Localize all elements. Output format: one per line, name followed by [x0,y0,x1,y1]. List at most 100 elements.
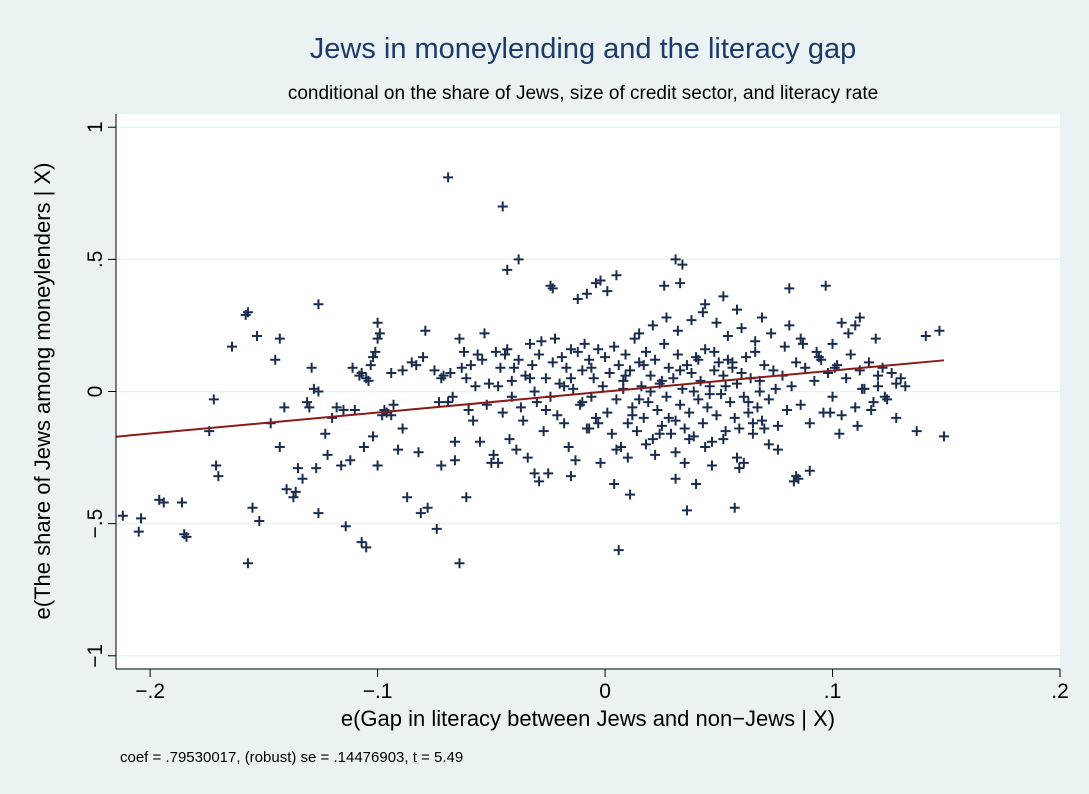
data-point-251 [641,439,652,450]
data-point-208 [741,352,752,363]
chart-title: Jews in moneylending and the literacy ga… [310,33,857,65]
data-point-247 [900,381,911,392]
y-tick-label-0: −1 [84,644,107,668]
data-point-213 [752,402,763,413]
data-point-361 [559,381,570,392]
data-point-278 [827,338,838,349]
data-point-350 [834,428,845,439]
data-point-113 [524,338,535,349]
data-point-70 [418,352,429,363]
data-point-159 [629,333,640,344]
data-point-218 [768,365,779,376]
data-point-264 [634,328,645,339]
data-point-148 [604,368,615,378]
data-point-97 [488,449,499,460]
data-point-271 [722,331,733,341]
data-point-95 [484,378,495,389]
data-point-88 [468,415,479,426]
data-point-93 [479,328,490,339]
data-point-17 [254,516,265,526]
data-point-63 [388,399,399,410]
data-point-15 [247,502,258,513]
data-point-72 [422,502,433,513]
data-point-234 [841,373,852,384]
data-point-114 [527,360,538,371]
data-point-367 [770,383,781,394]
data-point-8 [208,394,219,405]
data-point-221 [782,405,793,415]
data-point-322 [759,423,770,434]
data-point-37 [322,449,333,460]
data-point-323 [772,444,783,455]
data-point-80 [447,391,458,402]
data-point-89 [470,381,481,392]
data-point-283 [870,333,881,344]
data-point-174 [663,362,674,373]
data-point-49 [365,360,376,371]
data-point-99 [493,381,504,392]
data-point-143 [593,344,604,355]
data-point-136 [577,365,588,376]
data-point-134 [572,346,583,357]
data-point-74 [431,523,442,534]
data-point-305 [513,254,524,265]
data-point-73 [429,365,440,376]
data-point-366 [754,386,765,397]
data-point-279 [843,328,854,339]
data-point-354 [688,386,699,397]
data-point-340 [449,455,460,466]
data-point-121 [543,468,554,479]
data-point-173 [661,391,672,402]
data-point-103 [502,344,513,355]
data-point-267 [672,325,683,336]
data-point-205 [734,423,745,434]
data-point-94 [481,399,492,410]
data-point-314 [934,325,945,336]
data-point-261 [650,449,661,460]
data-point-124 [550,333,561,344]
data-point-123 [547,357,558,368]
data-point-336 [529,468,540,479]
data-point-333 [584,423,595,434]
data-point-206 [736,368,747,378]
data-point-188 [695,375,706,386]
data-point-165 [643,397,654,408]
data-point-274 [766,328,777,339]
data-point-137 [579,338,590,349]
data-point-222 [786,381,797,392]
data-point-40 [340,521,351,532]
data-point-27 [292,463,303,474]
chart-subtitle: conditional on the share of Jews, size o… [288,83,878,104]
data-point-348 [804,465,815,476]
data-point-119 [538,426,549,437]
data-point-346 [338,405,349,415]
data-point-184 [686,368,697,378]
data-point-286 [700,299,711,310]
data-point-316 [891,412,902,423]
data-point-84 [459,346,470,357]
data-point-35 [313,299,324,310]
data-point-176 [668,373,679,384]
data-point-43 [349,405,360,415]
x-tick-label-0: −.2 [135,680,165,703]
data-point-24 [281,484,292,495]
data-point-29 [302,397,313,408]
data-point-177 [670,415,681,426]
data-point-318 [866,405,877,415]
data-point-16 [252,331,263,341]
data-point-211 [747,418,758,429]
data-point-306 [443,172,454,183]
data-point-171 [656,420,667,431]
data-point-68 [411,360,422,371]
data-point-257 [731,452,742,463]
x-tick-label-1: −.1 [363,680,393,703]
data-point-343 [397,423,408,434]
data-point-277 [811,346,822,357]
data-point-256 [718,434,729,445]
points-layer [117,172,949,569]
data-point-253 [670,447,681,458]
data-point-129 [561,362,572,373]
data-point-33 [311,463,322,474]
data-point-332 [613,545,624,556]
data-point-263 [706,460,717,471]
